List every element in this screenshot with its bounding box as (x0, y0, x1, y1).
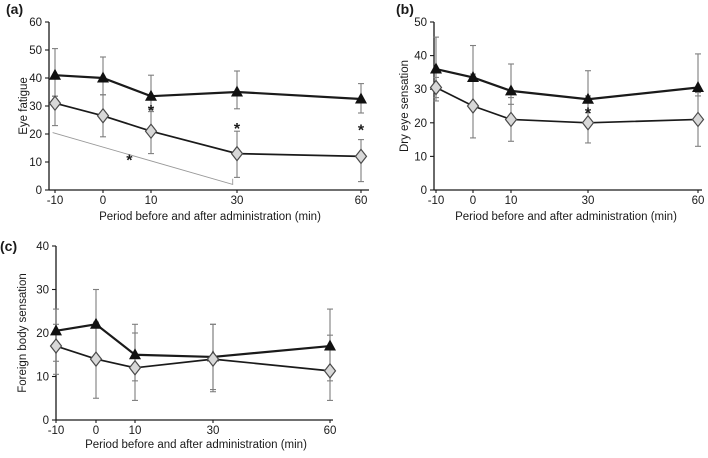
significance-asterisk: * (148, 103, 155, 120)
x-tick-label: 0 (93, 425, 99, 437)
diamond-marker (429, 79, 443, 96)
triangle-marker (692, 81, 704, 93)
diamond-marker (206, 351, 220, 368)
y-tick-label: 0 (421, 185, 427, 197)
significance-bracket (52, 132, 234, 185)
diamond-marker (96, 107, 110, 124)
diamond-marker (49, 338, 63, 355)
x-tick-label: 10 (145, 195, 158, 207)
triangle-marker (355, 92, 367, 104)
y-tick-label: 30 (36, 285, 49, 297)
diamond-marker (691, 111, 705, 128)
y-tick-label: 20 (414, 118, 427, 130)
triangle-marker (97, 71, 109, 83)
triangle-marker (129, 348, 141, 360)
y-axis-title: Eye fatigue (18, 77, 30, 135)
diamond-marker (581, 114, 595, 131)
y-tick-label: 10 (36, 372, 49, 384)
x-tick-label: -10 (48, 425, 65, 437)
y-tick-label: 20 (29, 129, 42, 141)
x-tick-label: -10 (47, 195, 64, 207)
y-tick-label: 0 (36, 185, 42, 197)
panel-a: 0 10 20 30 40 50 60 -10 0 10 30 60 Eye fatigue Period… (18, 17, 369, 223)
y-tick-label: 30 (414, 84, 427, 96)
y-axis-title: Dry eye sensation (399, 60, 411, 152)
x-tick-label: 60 (355, 195, 368, 207)
triangle-marker (145, 89, 157, 101)
triangle-marker (505, 84, 517, 96)
diamond-marker (128, 359, 142, 376)
y-tick-label: 10 (414, 151, 427, 163)
triangle-marker (582, 92, 594, 104)
x-axis-title: Period before and after administration (… (85, 439, 307, 451)
x-axis-title: Period before and after administration (… (99, 211, 321, 223)
y-tick-label: 40 (414, 51, 427, 63)
diamond-marker (230, 145, 244, 162)
x-tick-label: 60 (324, 425, 337, 437)
y-tick-label: 20 (36, 328, 49, 340)
triangle-marker (50, 324, 62, 336)
triangle-marker (49, 68, 61, 80)
x-axis-title: Period before and after administration (… (455, 211, 677, 223)
triangle-marker (231, 85, 243, 97)
y-tick-label: 40 (36, 241, 49, 253)
significance-asterisk: * (358, 122, 365, 139)
panel-label-a: (a) (6, 1, 24, 17)
triangle-marker (324, 339, 336, 351)
y-axis-title: Foreign body sensation (17, 273, 29, 393)
diamond-marker (89, 351, 103, 368)
y-tick-label: 30 (29, 101, 42, 113)
y-tick-label: 40 (29, 73, 42, 85)
series-line-filled-triangle (55, 323, 331, 359)
panel-label-c: (c) (0, 238, 18, 254)
x-tick-label: 0 (100, 195, 106, 207)
significance-asterisk: * (585, 105, 592, 122)
x-tick-label: 60 (692, 195, 705, 207)
triangle-marker (90, 317, 102, 329)
x-tick-label: -10 (428, 195, 445, 207)
y-tick-label: 0 (43, 415, 49, 427)
y-tick-label: 50 (29, 45, 42, 57)
diamond-marker (48, 95, 62, 112)
x-tick-label: 30 (582, 195, 595, 207)
x-tick-label: 30 (207, 425, 220, 437)
triangle-marker (467, 70, 479, 82)
x-tick-label: 10 (129, 425, 142, 437)
x-tick-label: 30 (231, 195, 244, 207)
diamond-marker (504, 111, 518, 128)
y-tick-label: 60 (29, 17, 42, 29)
significance-asterisk: * (234, 121, 241, 138)
y-tick-label: 10 (29, 157, 42, 169)
triangle-marker (430, 62, 442, 74)
panel-label-b: (b) (396, 1, 414, 17)
x-tick-label: 0 (470, 195, 476, 207)
x-tick-label: 10 (505, 195, 518, 207)
diamond-marker (323, 362, 337, 379)
diamond-marker (466, 98, 480, 114)
diamond-marker (354, 148, 368, 165)
diamond-marker (144, 123, 158, 140)
y-tick-label: 50 (414, 17, 427, 29)
significance-asterisk: * (126, 153, 133, 170)
